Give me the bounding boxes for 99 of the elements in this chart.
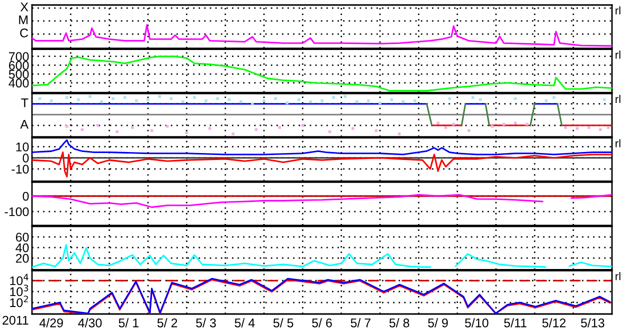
x-tick-label: 5/ 2: [157, 318, 178, 328]
point: [77, 98, 80, 102]
x-axis-title: 2011: [2, 316, 28, 325]
point: [298, 98, 300, 102]
point: [208, 127, 212, 130]
point: [588, 126, 590, 129]
line-series: [32, 152, 612, 178]
x-tick-label: 5/10: [465, 318, 488, 328]
text: rl: [616, 50, 620, 59]
y-tick-label: 10$^{2}$: [10, 296, 28, 308]
ref-line-label: T: [21, 98, 28, 108]
x-tick-label: 5/ 5: [273, 318, 294, 328]
ref-line-label: C: [20, 28, 28, 38]
point: [602, 98, 606, 102]
x-tick-label: 5/12: [542, 318, 566, 328]
x-tick-label: 5/ 4: [234, 318, 255, 328]
point: [204, 99, 208, 102]
point: [564, 126, 567, 129]
x-tick-label: 5/ 9: [428, 318, 448, 328]
point: [274, 97, 277, 100]
y-tick-label: -10: [12, 164, 29, 174]
point: [193, 96, 196, 99]
point: [514, 122, 517, 124]
point: [390, 98, 393, 102]
point: [402, 100, 404, 104]
y-tick-label: 600: [9, 60, 29, 70]
point: [479, 98, 482, 102]
point: [286, 102, 288, 104]
y-tick-label: 10: [16, 142, 29, 152]
point: [356, 100, 358, 104]
x-tick-label: 5/ 1: [118, 318, 138, 328]
x-tick-label: 5/ 6: [312, 318, 332, 328]
y-tick-label: 400: [8, 78, 29, 88]
point: [599, 128, 602, 132]
point: [472, 96, 474, 99]
x-tick-label: 5/13: [581, 318, 604, 328]
point: [124, 96, 126, 99]
text: rl: [616, 94, 620, 103]
point: [66, 124, 68, 128]
point: [100, 100, 103, 104]
point: [170, 97, 172, 100]
point: [158, 95, 161, 98]
ref-line-label: M: [19, 16, 28, 24]
y-tick-label: 500: [8, 70, 29, 79]
point: [278, 126, 281, 129]
point: [374, 129, 378, 132]
point: [448, 97, 451, 100]
text: rl: [616, 272, 620, 280]
point: [444, 126, 448, 129]
point: [552, 96, 556, 99]
y-tick-label: 10$^{4}$: [10, 274, 28, 286]
point: [436, 122, 440, 124]
text: rl: [616, 6, 620, 14]
point: [240, 100, 242, 104]
ref-line-label: A: [20, 120, 28, 129]
point: [251, 102, 254, 106]
point: [332, 96, 335, 99]
point: [112, 97, 114, 100]
y-tick-label: 700: [9, 52, 29, 62]
point: [452, 122, 455, 126]
point: [576, 127, 578, 130]
point: [367, 99, 370, 102]
x-tick-label: 5/ 7: [350, 318, 370, 328]
point: [96, 124, 100, 127]
point: [88, 95, 92, 98]
point: [467, 129, 470, 132]
point: [398, 132, 401, 136]
x-tick-label: 4/30: [78, 318, 102, 328]
point: [490, 124, 494, 128]
y-tick-label: 40: [16, 243, 29, 252]
y-tick-label: 20: [16, 254, 29, 263]
point: [131, 126, 134, 129]
y-tick-label: 0: [22, 192, 29, 201]
y-tick-label: 60: [16, 232, 29, 242]
point: [150, 129, 154, 132]
ref-line-label: X: [20, 2, 28, 12]
point: [309, 100, 312, 104]
point: [320, 99, 324, 102]
point: [232, 132, 235, 136]
x-tick-label: 5/11: [504, 318, 526, 328]
point: [166, 124, 169, 128]
point: [135, 99, 138, 102]
point: [344, 95, 346, 98]
point: [228, 98, 230, 102]
x-tick-label: 5/ 8: [389, 318, 410, 328]
point: [351, 127, 354, 130]
point: [216, 97, 219, 100]
point: [606, 126, 610, 129]
point: [525, 122, 528, 126]
point: [66, 96, 68, 99]
y-tick-label: 0: [22, 154, 29, 162]
y-tick-label: 10$^{3}$: [10, 284, 28, 296]
point: [182, 100, 184, 104]
y-tick-label: -100: [4, 207, 29, 216]
point: [116, 130, 119, 134]
point: [414, 99, 416, 102]
x-tick-label: 5/ 3: [196, 318, 216, 328]
x-tick-label: 4/29: [39, 318, 63, 328]
text: rl: [616, 139, 620, 148]
